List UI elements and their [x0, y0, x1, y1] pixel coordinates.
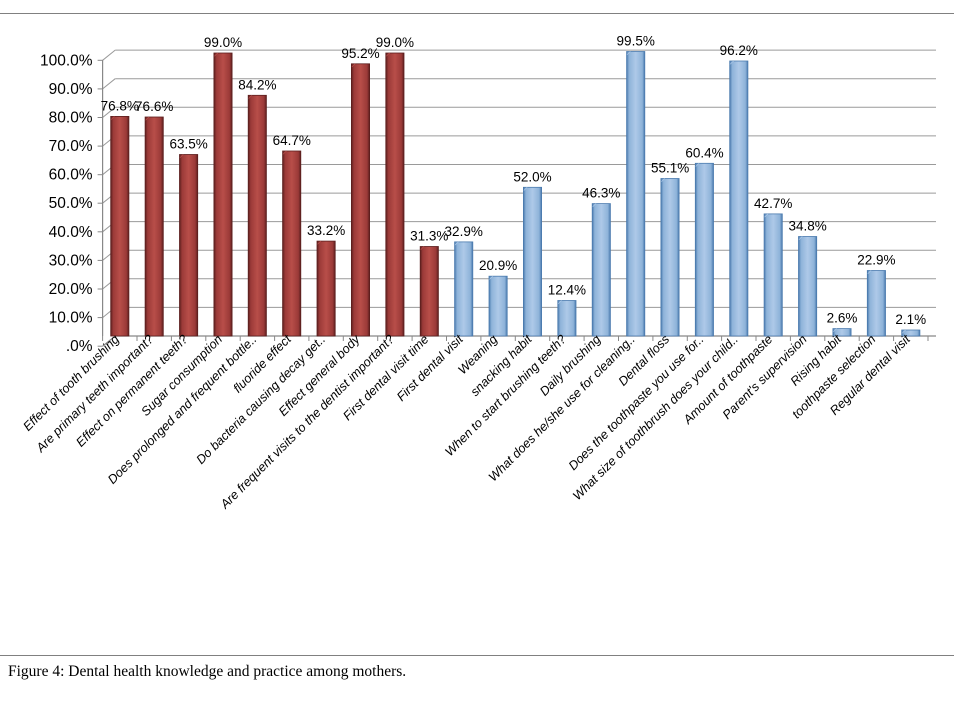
svg-text:76.6%: 76.6%	[135, 99, 173, 114]
svg-text:34.8%: 34.8%	[788, 219, 826, 234]
svg-text:100.0%: 100.0%	[40, 52, 93, 69]
svg-text:80.0%: 80.0%	[49, 110, 93, 127]
svg-text:64.7%: 64.7%	[273, 133, 311, 148]
svg-text:31.3%: 31.3%	[410, 229, 448, 244]
svg-text:20.9%: 20.9%	[479, 258, 517, 273]
svg-text:33.2%: 33.2%	[307, 223, 345, 238]
svg-text:52.0%: 52.0%	[513, 169, 551, 184]
svg-text:55.1%: 55.1%	[651, 161, 689, 176]
svg-text:42.7%: 42.7%	[754, 196, 792, 211]
svg-text:50.0%: 50.0%	[49, 195, 93, 212]
svg-text:96.2%: 96.2%	[720, 43, 758, 58]
svg-text:99.0%: 99.0%	[204, 35, 242, 50]
svg-text:95.2%: 95.2%	[341, 46, 379, 61]
svg-text:40.0%: 40.0%	[49, 224, 93, 241]
svg-text:2.1%: 2.1%	[895, 312, 926, 327]
svg-text:76.8%: 76.8%	[101, 98, 139, 113]
svg-text:12.4%: 12.4%	[548, 283, 586, 298]
svg-text:60.4%: 60.4%	[685, 145, 723, 160]
svg-text:.0%: .0%	[66, 338, 93, 355]
svg-text:2.6%: 2.6%	[827, 311, 858, 326]
svg-text:10.0%: 10.0%	[49, 310, 93, 327]
svg-text:30.0%: 30.0%	[49, 252, 93, 269]
svg-text:20.0%: 20.0%	[49, 281, 93, 298]
svg-text:99.5%: 99.5%	[617, 34, 655, 49]
svg-text:60.0%: 60.0%	[49, 167, 93, 184]
svg-text:32.9%: 32.9%	[445, 224, 483, 239]
svg-text:63.5%: 63.5%	[169, 137, 207, 152]
svg-text:70.0%: 70.0%	[49, 138, 93, 155]
svg-text:84.2%: 84.2%	[238, 77, 276, 92]
svg-text:46.3%: 46.3%	[582, 186, 620, 201]
svg-text:90.0%: 90.0%	[49, 81, 93, 98]
svg-text:22.9%: 22.9%	[857, 253, 895, 268]
svg-text:99.0%: 99.0%	[376, 35, 414, 50]
